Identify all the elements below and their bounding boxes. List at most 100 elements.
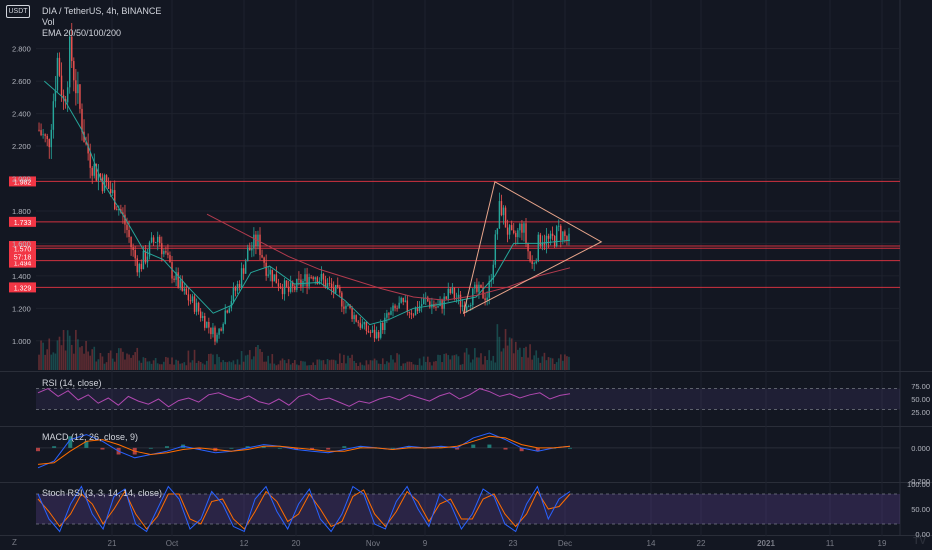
candle-body — [230, 301, 233, 309]
volume-bar — [193, 349, 196, 370]
volume-bar — [253, 356, 255, 370]
candle-body — [259, 234, 261, 256]
candle-body — [122, 212, 124, 215]
volume-bar — [191, 360, 194, 370]
volume-bar — [42, 342, 44, 370]
candle-body — [357, 321, 359, 323]
ema-label[interactable]: EMA 20/50/100/200 — [42, 28, 122, 38]
candle-body — [126, 224, 128, 230]
volume-bar — [109, 350, 112, 370]
candle-body — [455, 298, 458, 300]
candle-body — [101, 177, 104, 192]
candle-body — [169, 255, 171, 263]
candle-body — [58, 57, 61, 76]
volume-bar — [101, 356, 104, 370]
volume-bar — [126, 353, 128, 370]
stoch-rsi-label[interactable]: Stoch RSI (3, 3, 14, 14, close) — [42, 488, 163, 498]
volume-bar — [62, 330, 65, 370]
volume-bar — [381, 358, 384, 370]
volume-bar — [240, 351, 243, 370]
candle-body — [281, 288, 284, 295]
time-tick-label: Oct — [166, 539, 179, 548]
volume-bar — [269, 363, 272, 370]
macd-histogram-bar — [52, 446, 57, 448]
time-tick-label: 12 — [240, 539, 249, 548]
candle-body — [214, 327, 216, 342]
volume-bar — [453, 355, 456, 370]
macd-label[interactable]: MACD (12, 26, close, 9) — [42, 432, 139, 442]
candle-body — [537, 234, 540, 262]
candle-body — [267, 274, 269, 276]
volume-bar — [199, 361, 202, 370]
volume-bar — [406, 361, 409, 370]
candle-body — [390, 310, 392, 315]
volume-bar — [122, 351, 124, 370]
volume-bar — [478, 357, 480, 370]
candle-body — [64, 99, 67, 103]
volume-bar — [232, 360, 235, 370]
level-label: 1.329 — [14, 285, 32, 292]
candle-body — [402, 297, 404, 302]
candle-body — [502, 207, 505, 216]
candle-body — [412, 314, 415, 316]
volume-bar — [447, 355, 450, 370]
candle-body — [66, 87, 69, 103]
level-label-bg — [9, 257, 36, 268]
volume-bar — [251, 359, 253, 370]
timezone-settings-icon[interactable]: Z — [12, 538, 17, 547]
volume-bar — [64, 350, 67, 370]
volume-bar — [195, 362, 198, 370]
chart-legend: DIA / TetherUS, 4h, BINANCE Vol EMA 20/5… — [42, 6, 161, 39]
candle-body — [224, 310, 226, 324]
indicator-panes: 25.00 50.00 75.00 0.000 -0.200 0.00 50.00 100.0… — [36, 382, 930, 539]
symmetrical-triangle — [462, 181, 603, 315]
macd-histogram-bar — [358, 446, 363, 448]
volume-bar — [429, 362, 431, 370]
rsi-label[interactable]: RSI (14, close) — [42, 378, 102, 388]
level-label-bg — [9, 176, 36, 187]
candle-body — [191, 296, 194, 302]
volume-bar — [66, 330, 69, 370]
volume-bar — [289, 364, 292, 370]
triangle-drawing[interactable] — [462, 181, 603, 315]
price-axis[interactable]: 1.000 1.200 1.400 1.600 1.800 2.000 2.200 2.400… — [12, 45, 31, 346]
candle-body — [154, 242, 157, 243]
volume-bar — [506, 345, 509, 370]
volume-bar — [148, 361, 151, 370]
volume-bar — [326, 359, 329, 370]
tradingview-logo: TV — [913, 536, 926, 547]
macd-histogram-bar — [100, 447, 105, 450]
price-tick-label: 1.600 — [12, 239, 31, 248]
candle-body — [116, 209, 118, 211]
candle-body — [547, 235, 550, 239]
volume-bar — [134, 352, 137, 370]
volume-bar — [480, 353, 482, 370]
volume-bar — [50, 354, 53, 370]
volume-bar — [431, 365, 433, 370]
volume-label[interactable]: Vol — [42, 17, 55, 27]
candle-body — [97, 173, 100, 181]
volume-bar — [52, 352, 55, 370]
candle-body — [52, 101, 55, 130]
macd-histogram-bar — [68, 436, 73, 448]
volume-bar — [463, 352, 466, 370]
time-axis[interactable]: 21 Oct 12 20 Nov 9 23 Dec 14 22 2021 11 19 — [108, 539, 887, 548]
candle-body — [314, 277, 316, 280]
pane-tick-label: 100.00 — [907, 480, 930, 489]
time-tick-label: 2021 — [757, 539, 775, 548]
volume-bar — [533, 355, 536, 370]
candle-body — [555, 226, 558, 247]
volume-bar — [410, 361, 413, 370]
candle-body — [107, 182, 110, 189]
symbol-line[interactable]: DIA / TetherUS, 4h, BINANCE — [42, 6, 162, 16]
volume-bar — [150, 363, 153, 370]
candle-body — [60, 75, 63, 96]
volume-bar — [537, 357, 540, 370]
price-tick-label: 1.800 — [12, 207, 31, 216]
candle-body — [470, 305, 472, 307]
candle-body — [273, 274, 276, 282]
currency-badge[interactable]: USDT — [6, 5, 30, 18]
volume-bar — [44, 354, 46, 370]
candle-body — [465, 306, 468, 312]
candle-body — [275, 274, 278, 284]
